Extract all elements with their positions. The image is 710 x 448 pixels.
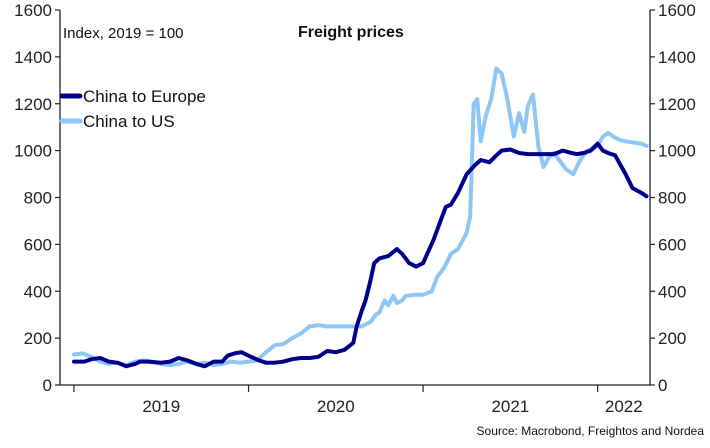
y-tick-label-left: 400 bbox=[24, 282, 52, 301]
y-tick-label-left: 1000 bbox=[14, 142, 52, 161]
y-tick-label-right: 1000 bbox=[658, 142, 696, 161]
chart-subtitle: Index, 2019 = 100 bbox=[63, 25, 184, 42]
y-tick-label-left: 600 bbox=[24, 235, 52, 254]
x-tick-label: 2022 bbox=[605, 397, 643, 416]
x-tick-label: 2019 bbox=[142, 397, 180, 416]
x-axis: 2019 2020 2021 2022 bbox=[73, 385, 643, 416]
x-tick-label: 2020 bbox=[317, 397, 355, 416]
legend: China to Europe China to US bbox=[59, 87, 206, 131]
chart-title: Freight prices bbox=[298, 24, 404, 41]
y-tick-label-right: 1600 bbox=[658, 1, 696, 20]
y-tick-label-right: 1200 bbox=[658, 95, 696, 114]
y-tick-label-right: 600 bbox=[658, 235, 686, 254]
legend-label-china-to-europe: China to Europe bbox=[83, 87, 206, 106]
y-tick-label-left: 1600 bbox=[14, 1, 52, 20]
source-note: Source: Macrobond, Freightos and Nordea bbox=[477, 424, 705, 438]
y-tick-label-left: 0 bbox=[43, 376, 52, 395]
y-tick-label-left: 200 bbox=[24, 329, 52, 348]
left-y-axis: 0 200 400 600 800 1000 1200 1400 1600 bbox=[14, 1, 60, 395]
series-line-china-to-europe bbox=[72, 141, 649, 369]
x-tick-label: 2021 bbox=[491, 397, 529, 416]
y-tick-label-right: 200 bbox=[658, 329, 686, 348]
y-tick-label-left: 1200 bbox=[14, 95, 52, 114]
y-tick-label-right: 800 bbox=[658, 189, 686, 208]
right-y-axis: 0 200 400 600 800 1000 1200 1400 1600 bbox=[650, 1, 696, 395]
legend-label-china-to-us: China to US bbox=[83, 112, 175, 131]
y-tick-label-right: 400 bbox=[658, 282, 686, 301]
y-tick-label-left: 1400 bbox=[14, 48, 52, 67]
y-tick-label-right: 1400 bbox=[658, 48, 696, 67]
y-tick-label-right: 0 bbox=[658, 376, 667, 395]
series-lines bbox=[72, 66, 649, 369]
y-tick-label-left: 800 bbox=[24, 189, 52, 208]
